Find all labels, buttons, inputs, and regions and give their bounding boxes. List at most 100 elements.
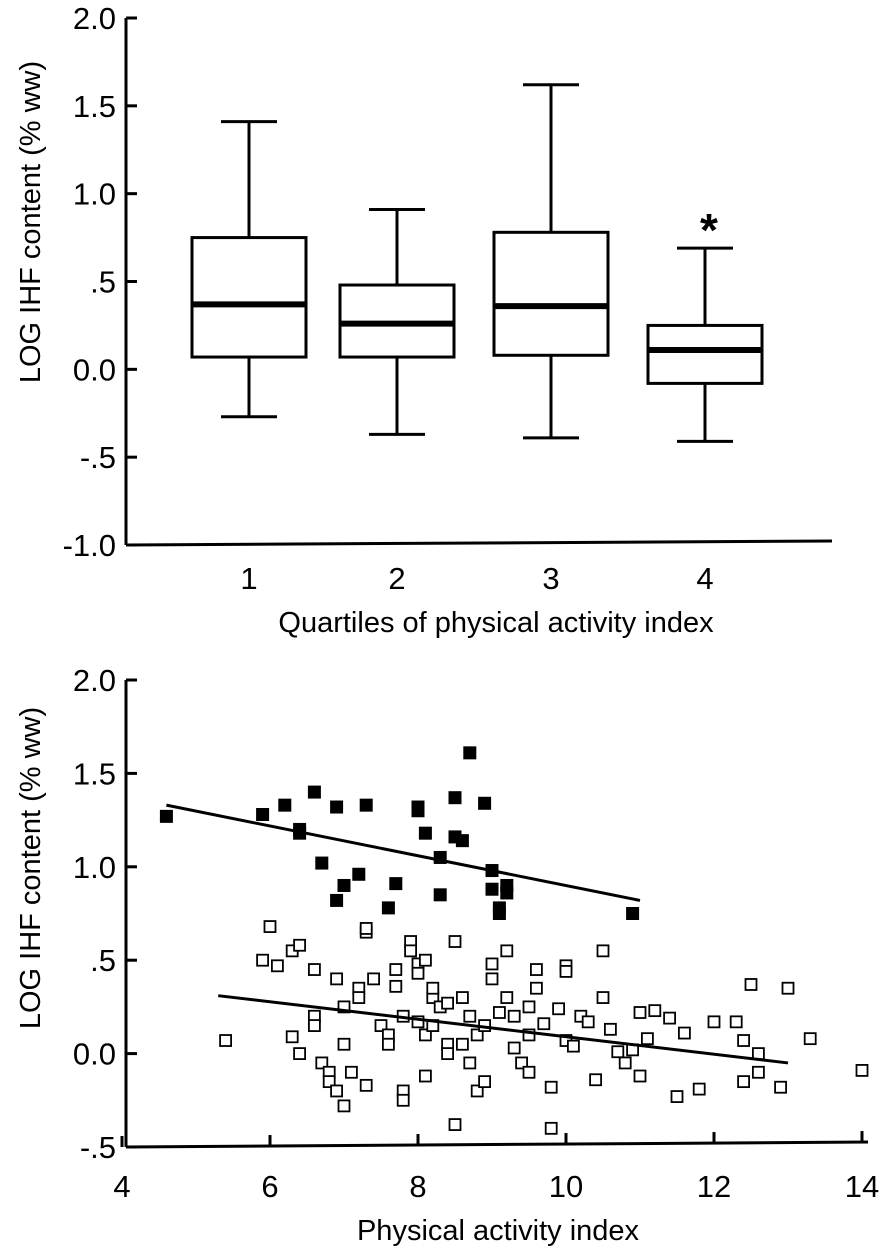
scatter-plot-x-tick-label: 8: [409, 1169, 426, 1204]
scatter-point-open: [448, 1118, 462, 1131]
scatter-point-open: [507, 1009, 521, 1023]
box-plot-x-tick-label: 3: [542, 561, 559, 596]
box-plot-x-tick-label: 1: [240, 561, 257, 596]
scatter-plot-x-tick-label: 10: [549, 1169, 583, 1204]
scatter-point-open: [855, 1064, 869, 1077]
scatter-point-open: [633, 1069, 647, 1083]
box-plot-quartile-4: [646, 246, 764, 443]
box-plot-box: [646, 323, 764, 385]
scatter-point-open: [381, 1037, 395, 1051]
scatter-point-open: [559, 965, 573, 978]
scatter-plot-y-tick-label: .5: [90, 943, 116, 978]
box-plot-x-axis-line: [125, 539, 833, 547]
scatter-point-open: [359, 1078, 373, 1092]
scatter-point-open: [411, 1015, 425, 1029]
scatter-point-open: [604, 1022, 617, 1036]
scatter-point-open: [293, 1047, 307, 1060]
scatter-point-open: [374, 1019, 388, 1032]
scatter-point-open: [404, 944, 418, 958]
scatter-point-open: [537, 1017, 551, 1031]
scatter-point-open: [737, 1034, 750, 1047]
scatter-point-filled: [337, 878, 351, 892]
scatter-plot-x-tick-label: 4: [113, 1169, 130, 1204]
scatter-point-open: [581, 1015, 595, 1029]
scatter-point-filled: [418, 826, 432, 840]
scatter-point-open: [330, 972, 344, 986]
scatter-point-open: [485, 972, 499, 986]
scatter-point-open: [293, 938, 307, 952]
scatter-point-open: [663, 1011, 676, 1025]
scatter-point-filled: [278, 798, 292, 812]
scatter-point-filled: [463, 746, 477, 760]
scatter-plot-y-tick-label: -.5: [80, 1130, 116, 1165]
scatter-plot-x-tick-label: 12: [697, 1169, 731, 1204]
scatter-point-filled: [485, 882, 499, 896]
scatter-point-filled: [330, 800, 344, 814]
scatter-plot-x-tick-label: 14: [845, 1169, 879, 1204]
scatter-point-open: [530, 981, 543, 995]
scatter-point-open: [678, 1026, 691, 1040]
box-plot-axes: 2.0 1.5 1.0 .5 0.0 -.5 -1.0 1 2 3 4: [63, 1, 833, 596]
scatter-plot-fit-lines: [166, 803, 789, 1065]
scatter-point-open: [307, 1019, 321, 1032]
scatter-point-filled: [359, 798, 373, 812]
scatter-point-open: [389, 979, 403, 993]
scatter-point-open: [670, 1090, 684, 1103]
scatter-point-open: [418, 953, 432, 967]
scatter-point-open: [470, 1084, 484, 1098]
scatter-point-filled: [256, 807, 270, 821]
scatter-plot-x-axis-label: Physical activity index: [357, 1215, 640, 1247]
regression-line-filled: [166, 803, 641, 902]
scatter-point-open: [737, 1075, 750, 1089]
box-plot-y-tick-label: 0.0: [73, 352, 116, 387]
scatter-point-open: [641, 1032, 654, 1046]
scatter-point-filled: [448, 791, 462, 805]
scatter-point-open: [522, 1028, 536, 1042]
scatter-point-open: [752, 1065, 765, 1079]
scatter-point-open: [692, 1082, 706, 1096]
scatter-plot-points: [159, 746, 869, 1135]
scatter-point-open: [426, 981, 440, 995]
scatter-plot-x-tick-label: 6: [261, 1169, 278, 1204]
scatter-point-open: [455, 991, 469, 1004]
scatter-point-open: [803, 1032, 817, 1046]
box-plot-y-axis-label: LOG IHF content (% ww): [15, 61, 47, 383]
scatter-point-open: [596, 944, 610, 958]
scatter-point-open: [781, 981, 795, 995]
scatter-point-open: [307, 963, 321, 976]
box-plot-x-tick-label: 4: [696, 561, 713, 596]
scatter-point-open: [596, 991, 610, 1004]
box-plot-y-tick-label: .5: [90, 265, 116, 300]
scatter-point-open: [470, 1028, 484, 1042]
scatter-point-open: [322, 1075, 336, 1089]
scatter-plot-y-tick-label: 2.0: [73, 663, 116, 698]
scatter-point-open: [411, 966, 425, 980]
scatter-point-filled: [330, 893, 344, 907]
scatter-point-open: [389, 963, 403, 976]
box-plot-box: [492, 230, 610, 357]
box-plot-y-tick-label: 1.0: [73, 177, 116, 212]
scatter-point-open: [589, 1073, 602, 1087]
scatter-point-filled: [315, 856, 329, 870]
scatter-plot-y-axis-label: LOG IHF content (% ww): [15, 707, 47, 1029]
scatter-plot-x-axis-line: [125, 1140, 869, 1149]
scatter-point-open: [729, 1015, 743, 1029]
box-plot-panel: 2.0 1.5 1.0 .5 0.0 -.5 -1.0 1 2 3 4 * LOG IHF cont…: [15, 1, 833, 639]
scatter-point-open: [707, 1015, 721, 1029]
scatter-point-open: [633, 1006, 647, 1019]
scatter-point-open: [256, 953, 270, 967]
scatter-point-open: [522, 1000, 536, 1014]
box-plot-quartile-3: [492, 83, 610, 440]
box-plot-y-tick-label: -1.0: [63, 528, 116, 563]
scatter-point-filled: [500, 886, 514, 900]
scatter-point-open: [396, 1093, 410, 1107]
scatter-point-open: [492, 1006, 506, 1019]
scatter-plot-y-tick-label: 0.0: [73, 1037, 116, 1072]
scatter-point-filled: [159, 809, 173, 823]
scatter-point-open: [744, 978, 758, 991]
significance-asterisk: *: [700, 204, 718, 256]
scatter-point-open: [611, 1045, 625, 1059]
scatter-point-open: [352, 991, 366, 1004]
scatter-point-open: [544, 1121, 558, 1135]
scatter-point-open: [522, 1065, 536, 1079]
